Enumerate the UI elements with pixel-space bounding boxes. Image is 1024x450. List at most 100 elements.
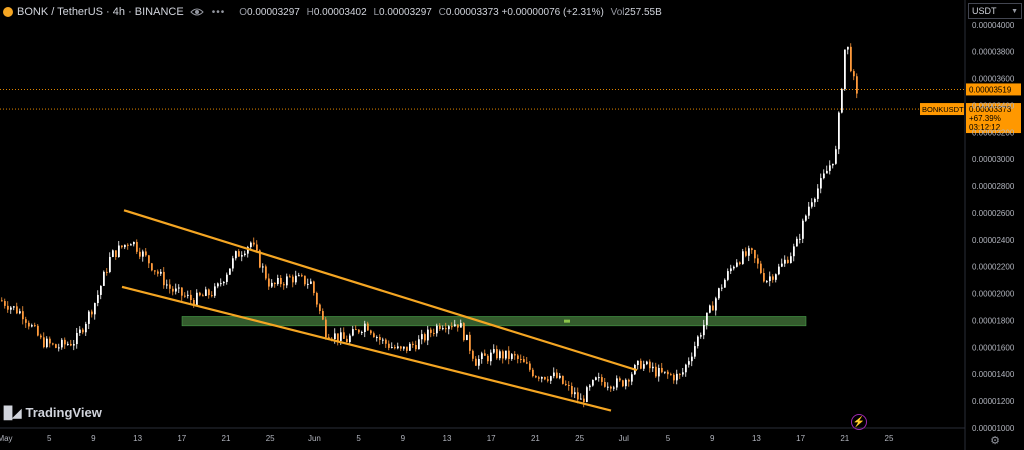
candle-body [79,329,81,333]
price-tick-label: 0.00001200 [972,397,1015,406]
candle-body [574,392,576,395]
time-tick-label: Jul [619,434,629,443]
candle-body [712,305,714,311]
candle-body [403,346,405,349]
candle-body [481,353,483,360]
candle-body [280,277,282,285]
candle-body [811,202,813,207]
time-axis: May 5 9 13 17 21 25 Jun 5 9 13 17 21 25 Jul 5 9 13 17 21 25 [0,427,965,443]
candle-body [46,338,48,348]
candle-body [499,351,501,359]
symbol-tag-label: BONKUSDT [922,105,964,114]
candle-body [37,325,39,336]
candle-body [853,71,855,77]
candle-body [64,339,66,345]
flash-icon[interactable]: ⚡ [851,414,867,430]
currency-select[interactable]: USDT ▼ [968,3,1022,19]
eye-icon[interactable] [189,6,204,18]
candle-body [463,323,465,341]
candle-body [49,338,51,344]
candle-body [244,253,246,256]
candle-body [781,263,783,267]
open-value: 0.00003297 [246,6,300,18]
candle-body [115,250,117,257]
price-tick-label: 0.00004000 [972,21,1015,30]
support-zone [181,316,807,327]
candle-body [784,259,786,264]
candle-body [124,244,126,248]
candle-body [19,311,21,314]
candle-body [583,398,585,402]
candle-body [277,277,279,284]
time-tick-label: 13 [133,434,142,443]
candle-body [568,384,570,387]
time-tick-label: 5 [356,434,361,443]
more-icon[interactable]: ••• [211,6,226,18]
candle-body [484,353,486,356]
candle-body [316,292,318,305]
candle-body [796,238,798,247]
bonk-logo-icon [3,7,13,17]
candle-body [241,255,243,257]
chart-header: BONK / TetherUS · 4h · BINANCE ••• O0.00… [0,0,662,24]
candle-body [421,334,423,340]
candle-body [301,275,303,277]
candle-body [559,375,561,378]
candle-body [67,343,69,345]
candle-body [379,337,381,340]
candle-body [610,386,612,389]
candle-body [679,373,681,375]
candle-body [217,283,219,287]
candle-body [232,258,234,269]
candle-body [187,294,189,296]
candle-body [700,335,702,337]
candle-body [448,326,450,330]
candle-body [673,374,675,381]
candle-body [430,329,432,333]
candle-body [97,294,99,304]
candle-body [730,268,732,272]
time-tick-label: Jun [308,434,321,443]
candle-body [682,372,684,375]
candle-body [427,329,429,341]
candle-body [493,349,495,353]
candle-body [697,336,699,347]
candle-body [727,271,729,280]
candle-body [526,362,528,364]
candle-body [676,373,678,381]
candle-body [289,276,291,278]
candle-body [529,363,531,370]
candle-body [514,354,516,356]
candle-body [847,46,849,50]
candle-body [106,271,108,273]
candle-body [829,165,831,171]
candle-body [154,270,156,272]
candle-body [856,76,858,94]
candle-body [775,274,777,280]
candle-body [250,242,252,248]
candle-body [274,282,276,284]
candle-body [841,89,843,113]
candle-body [256,244,258,251]
candle-body [580,398,582,400]
symbol-title[interactable]: BONK / TetherUS · 4h · BINANCE [17,6,184,18]
time-tick-label: 25 [575,434,584,443]
gear-icon[interactable]: ⚙ [990,434,1000,447]
candle-body [757,258,759,264]
candle-body [349,335,351,343]
candle-body [328,337,330,339]
candle-body [295,275,297,283]
price-tick-label: 0.00002600 [972,209,1015,218]
candle-body [544,376,546,380]
candle-body [391,347,393,349]
candle-body [13,306,15,308]
candle-body [193,300,195,306]
candle-body [70,343,72,346]
candle-body [382,339,384,341]
candle-body [388,343,390,348]
candle-body [589,385,591,388]
candle-body [406,346,408,351]
candle-body [709,305,711,313]
candle-body [613,387,615,389]
